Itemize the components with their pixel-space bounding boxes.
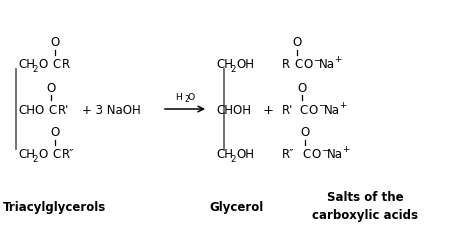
Text: C: C (52, 58, 60, 71)
Text: Triacylglycerols: Triacylglycerols (3, 201, 107, 214)
Text: R″: R″ (62, 148, 74, 161)
Text: R″: R″ (282, 148, 294, 161)
Text: R': R' (58, 103, 69, 116)
Text: Salts of the: Salts of the (327, 191, 403, 204)
Text: O: O (297, 81, 307, 94)
Text: −: − (313, 55, 320, 64)
Text: 2: 2 (230, 155, 236, 164)
Text: +: + (263, 103, 273, 116)
Text: CHO: CHO (18, 103, 44, 116)
Text: C: C (299, 103, 307, 116)
Text: O: O (38, 58, 47, 71)
Text: 2: 2 (184, 95, 189, 104)
Text: R: R (62, 58, 70, 71)
Text: O: O (46, 81, 55, 94)
Text: C: C (52, 148, 60, 161)
Text: 2: 2 (32, 65, 37, 74)
Text: 2: 2 (32, 155, 37, 164)
Text: +: + (334, 55, 341, 64)
Text: CHOH: CHOH (216, 103, 251, 116)
Text: CH: CH (18, 148, 35, 161)
Text: 2: 2 (230, 65, 236, 74)
Text: + 3 NaOH: + 3 NaOH (82, 103, 141, 116)
Text: R: R (282, 58, 290, 71)
Text: O: O (38, 148, 47, 161)
Text: C: C (302, 148, 310, 161)
Text: −: − (318, 100, 325, 109)
Text: carboxylic acids: carboxylic acids (312, 209, 418, 222)
Text: Glycerol: Glycerol (210, 201, 264, 214)
Text: O: O (292, 36, 301, 49)
Text: O: O (303, 58, 312, 71)
Text: CH: CH (216, 58, 233, 71)
Text: O: O (311, 148, 320, 161)
Text: R': R' (282, 103, 293, 116)
Text: Na: Na (319, 58, 335, 71)
Text: C: C (48, 103, 56, 116)
Text: C: C (294, 58, 302, 71)
Text: CH: CH (18, 58, 35, 71)
Text: O: O (188, 92, 195, 101)
Text: CH: CH (216, 148, 233, 161)
Text: O: O (301, 126, 310, 139)
Text: O: O (50, 126, 60, 139)
Text: H: H (175, 92, 182, 101)
Text: +: + (342, 145, 349, 154)
Text: +: + (339, 100, 346, 109)
Text: Na: Na (327, 148, 343, 161)
Text: Na: Na (324, 103, 340, 116)
Text: O: O (50, 36, 60, 49)
Text: O: O (308, 103, 317, 116)
Text: −: − (321, 145, 328, 154)
Text: OH: OH (236, 58, 254, 71)
Text: OH: OH (236, 148, 254, 161)
